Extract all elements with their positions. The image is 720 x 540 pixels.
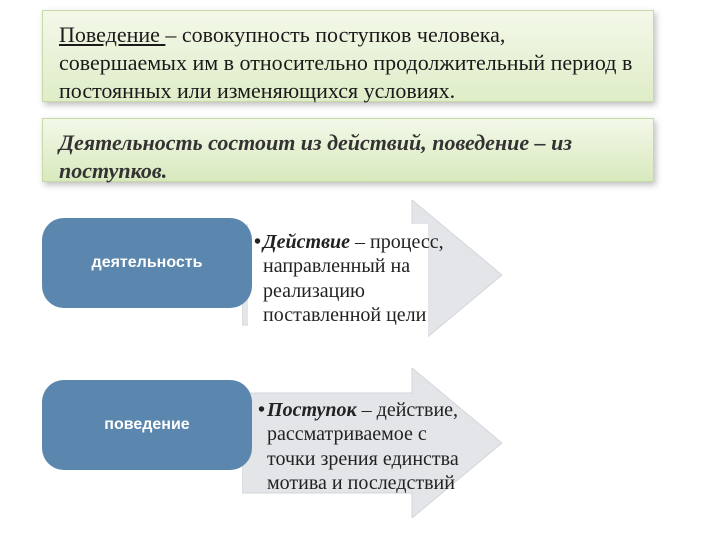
diagram-area: деятельность поведение • Действие – проц…: [42, 200, 682, 540]
pill-behavior-label: поведение: [104, 416, 189, 434]
bullet-dot: •: [258, 398, 267, 496]
bullet-dot: •: [254, 230, 263, 328]
pill-activity-label: деятельность: [92, 254, 203, 272]
definition-action: • Действие – процесс, направленный на ре…: [254, 230, 474, 328]
pill-behavior: поведение: [42, 380, 252, 470]
definition-deed: • Поступок – действие, рассматриваемое с…: [258, 398, 478, 496]
statement-box: Деятельность состоит из действий, поведе…: [42, 118, 654, 182]
pill-activity: деятельность: [42, 218, 252, 308]
definition-box-behavior: Поведение – совокупность поступков челов…: [42, 10, 654, 102]
statement-text: Деятельность состоит из действий, поведе…: [59, 130, 572, 183]
definition-action-text: Действие – процесс, направленный на реал…: [263, 230, 474, 328]
term-behavior: Поведение: [59, 22, 165, 47]
definition-deed-text: Поступок – действие, рассматриваемое с т…: [267, 398, 478, 496]
